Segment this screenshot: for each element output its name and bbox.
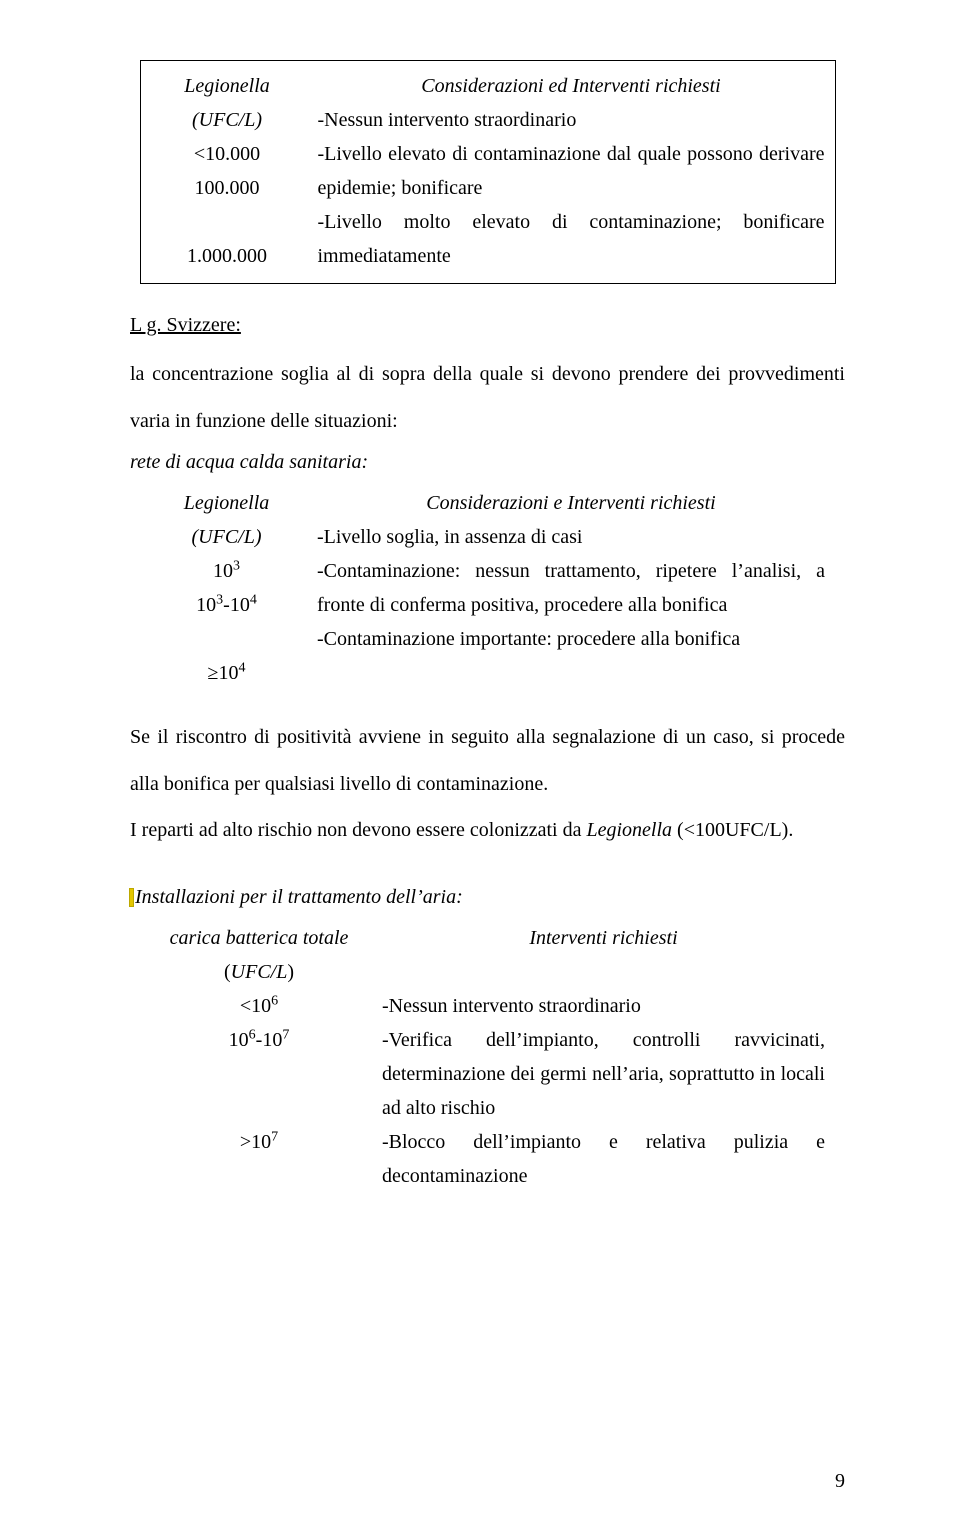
table-1-row-2: -Livello molto elevato di contaminazione…: [318, 205, 825, 273]
text: Legionella(UFC/L): [184, 492, 270, 548]
follow-para-b: I reparti ad alto rischio non devono ess…: [130, 814, 845, 846]
swiss-para-1: la concentrazione soglia al di sopra del…: [130, 351, 845, 445]
t2-lvl-2: ≥104: [208, 662, 246, 684]
table-1-row-1: -Livello elevato di contaminazione dal q…: [318, 137, 825, 205]
table-1-content: Considerazioni ed Interventi richiesti -…: [314, 61, 836, 284]
text: <10.000: [194, 143, 260, 165]
t2-row-0: -Livello soglia, in assenza di casi: [317, 520, 825, 554]
swiss-subhead: rete di acqua calda sanitaria:: [130, 451, 845, 474]
t2-row-1: -Contaminazione: nessun trattamento, rip…: [317, 554, 825, 622]
t3-row-2: -Blocco dell’impianto e relativa pulizia…: [382, 1125, 825, 1193]
table-1-header-left: Legionella(UFC/L) <10.000 100.000 1.000.…: [140, 61, 314, 284]
install-heading: Installazioni per il trattamento dell’ar…: [130, 886, 845, 909]
text: Installazioni per il trattamento dell’ar…: [130, 886, 456, 908]
t2-lvl-0: 103: [213, 560, 240, 582]
follow-para-a: Se il riscontro di positività avviene in…: [130, 714, 845, 808]
table-3: carica batterica totale (UFC/L) <106 106…: [140, 921, 835, 1203]
t3-row-0: -Nessun intervento straordinario: [382, 989, 825, 1023]
text: (UFC/L): [224, 961, 294, 983]
highlight-bar: Installazioni per il trattamento dell’ar…: [130, 886, 456, 909]
text: carica batterica totale: [170, 927, 349, 949]
text: 1.000.000: [187, 245, 267, 267]
table-2-header-right: Considerazioni e Interventi richiesti: [317, 486, 825, 520]
table-2: Legionella(UFC/L) 103 103-104 ≥104 Consi…: [140, 486, 835, 700]
table-1-header-right: Considerazioni ed Interventi richiesti: [318, 69, 825, 103]
table-row: Legionella(UFC/L) <10.000 100.000 1.000.…: [140, 61, 835, 284]
table-row: carica batterica totale (UFC/L) <106 106…: [140, 921, 835, 1203]
table-3-header-right: Interventi richiesti: [382, 921, 825, 955]
text: I reparti ad alto rischio non devono ess…: [130, 819, 587, 841]
t3-lvl-0: <106: [240, 995, 278, 1017]
text: 100.000: [195, 177, 260, 199]
t2-row-2: -Contaminazione importante: procedere al…: [317, 622, 825, 656]
page-number: 9: [835, 1470, 845, 1493]
text: (<100UFC/L).: [672, 819, 793, 841]
text: Legionella(UFC/L): [184, 75, 270, 131]
table-row: Legionella(UFC/L) 103 103-104 ≥104 Consi…: [140, 486, 835, 700]
swiss-heading: L g. Svizzere:: [130, 314, 845, 337]
table-2-left: Legionella(UFC/L) 103 103-104 ≥104: [140, 486, 313, 700]
table-2-right: Considerazioni e Interventi richiesti -L…: [313, 486, 835, 700]
table-3-left: carica batterica totale (UFC/L) <106 106…: [140, 921, 378, 1203]
text: :: [456, 886, 463, 908]
table-3-right: Interventi richiesti -Nessun intervento …: [378, 921, 835, 1203]
text: Legionella: [587, 819, 673, 841]
table-1-row-0: -Nessun intervento straordinario: [318, 103, 825, 137]
t3-lvl-2: >107: [240, 1131, 278, 1153]
t2-lvl-1: 103-104: [196, 594, 257, 616]
table-1: Legionella(UFC/L) <10.000 100.000 1.000.…: [140, 60, 836, 284]
t3-row-1: -Verifica dell’impianto, controlli ravvi…: [382, 1023, 825, 1125]
t3-lvl-1: 106-107: [229, 1029, 290, 1051]
